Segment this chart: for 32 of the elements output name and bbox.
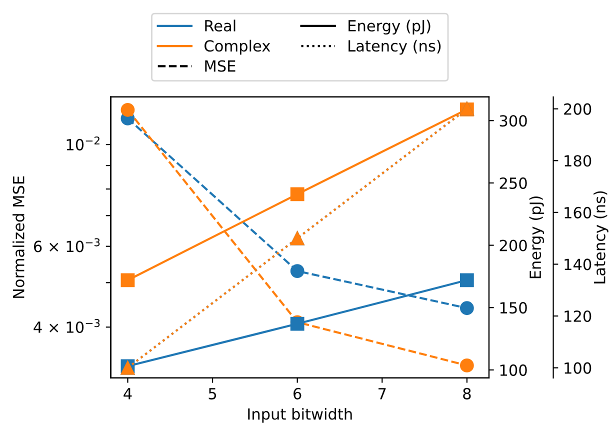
text: Latency (ns)	[348, 40, 441, 55]
x-tick-label: 7	[378, 388, 386, 400]
point	[460, 301, 474, 316]
x-tick-label: 4	[124, 388, 132, 400]
x-tick-label: 5	[208, 388, 216, 400]
x-tick-label: 6	[294, 388, 302, 400]
y2-tick-label: 300	[500, 115, 527, 127]
y-tick-label: 10$^{−2}$	[66, 136, 100, 150]
point	[120, 102, 135, 117]
y3-tick-label: 140	[564, 258, 592, 270]
y-tick-label: 4 × 10$^{−3}$	[34, 319, 100, 334]
y2-tick-label: 250	[500, 177, 527, 189]
point	[290, 264, 304, 278]
y3-tick-label: 100	[564, 362, 592, 374]
y2-tick-label: 100	[500, 364, 527, 376]
y3-tick-label: 200	[564, 103, 592, 115]
text: MSE	[205, 60, 236, 72]
y2-axis-title: Energy (pJ)	[529, 196, 544, 278]
text: Energy (pJ)	[348, 20, 430, 34]
y2-tick-label: 200	[500, 240, 527, 252]
y3-tick-label: 160	[564, 206, 592, 218]
legend-label: Complex	[204, 40, 270, 55]
y2-tick-label: 150	[500, 302, 527, 314]
point	[460, 358, 474, 372]
x-tick-label: 8	[463, 388, 471, 400]
y-axis-title: Normalized MSE	[12, 176, 24, 298]
y3-tick-label: 180	[564, 155, 592, 167]
legend-label: Real	[205, 20, 236, 32]
y3-tick-label: 120	[564, 310, 592, 322]
x-axis-title: Input bitwidth	[248, 408, 352, 423]
y-tick-label: 6 × 10$^{−3}$	[34, 238, 100, 252]
y3-axis-title: Latency (ns)	[594, 191, 608, 284]
